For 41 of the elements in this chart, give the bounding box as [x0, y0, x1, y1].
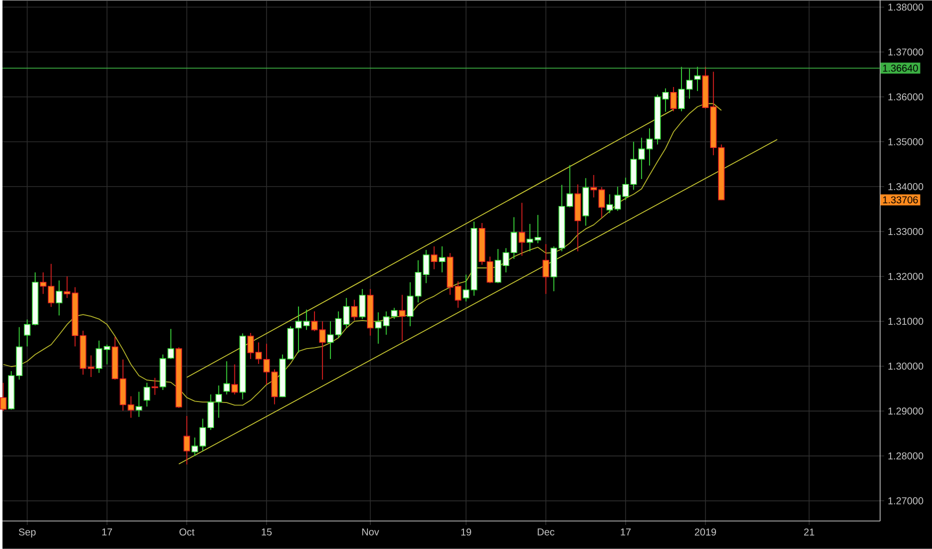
y-tick-label: 1.38000	[888, 4, 924, 11]
candlestick	[0, 382, 7, 412]
candlestick	[184, 416, 190, 465]
candlestick	[136, 391, 142, 418]
candlestick	[351, 299, 358, 321]
candlestick	[144, 382, 150, 408]
candlestick	[152, 377, 158, 396]
ref-line-label: 1.36640	[883, 64, 918, 72]
candlestick	[430, 246, 438, 270]
candlestick	[223, 360, 230, 395]
candlestick	[231, 364, 238, 395]
candlestick	[518, 202, 526, 256]
y-tick-label: 1.33000	[888, 228, 924, 236]
y-tick-label: 1.31000	[888, 318, 924, 325]
x-tick-label: 19	[461, 528, 472, 536]
y-tick-label: 1.32000	[888, 272, 924, 280]
y-tick-label: 1.36000	[888, 93, 924, 100]
x-tick-label: 21	[804, 528, 814, 536]
x-tick-label: Dec	[538, 528, 554, 536]
x-tick-label: 2019	[694, 528, 716, 536]
candlestick	[694, 66, 701, 92]
x-tick-label: 17	[102, 528, 112, 536]
x-tick-label: Nov	[362, 528, 380, 536]
x-tick-label: 17	[620, 528, 631, 536]
y-tick-label: 1.34000	[888, 183, 924, 190]
y-tick-label: 1.30000	[888, 362, 924, 370]
y-tick-label: 1.29000	[888, 408, 924, 415]
candlestick	[438, 246, 446, 273]
x-tick-label: Sep	[18, 528, 36, 538]
y-tick-label: 1.28000	[888, 452, 924, 460]
y-tick-label: 1.27000	[888, 497, 924, 504]
candlestick	[670, 86, 677, 112]
x-tick-label: Oct	[180, 528, 194, 536]
candlestick	[398, 294, 406, 342]
x-tick-label: 15	[262, 528, 272, 536]
candlestick	[542, 244, 550, 294]
y-tick-label: 1.37000	[888, 48, 924, 56]
text: 1.33706	[883, 196, 918, 204]
candlestick	[56, 280, 62, 316]
y-tick-label: 1.35000	[888, 138, 924, 146]
candlestick	[359, 288, 366, 320]
